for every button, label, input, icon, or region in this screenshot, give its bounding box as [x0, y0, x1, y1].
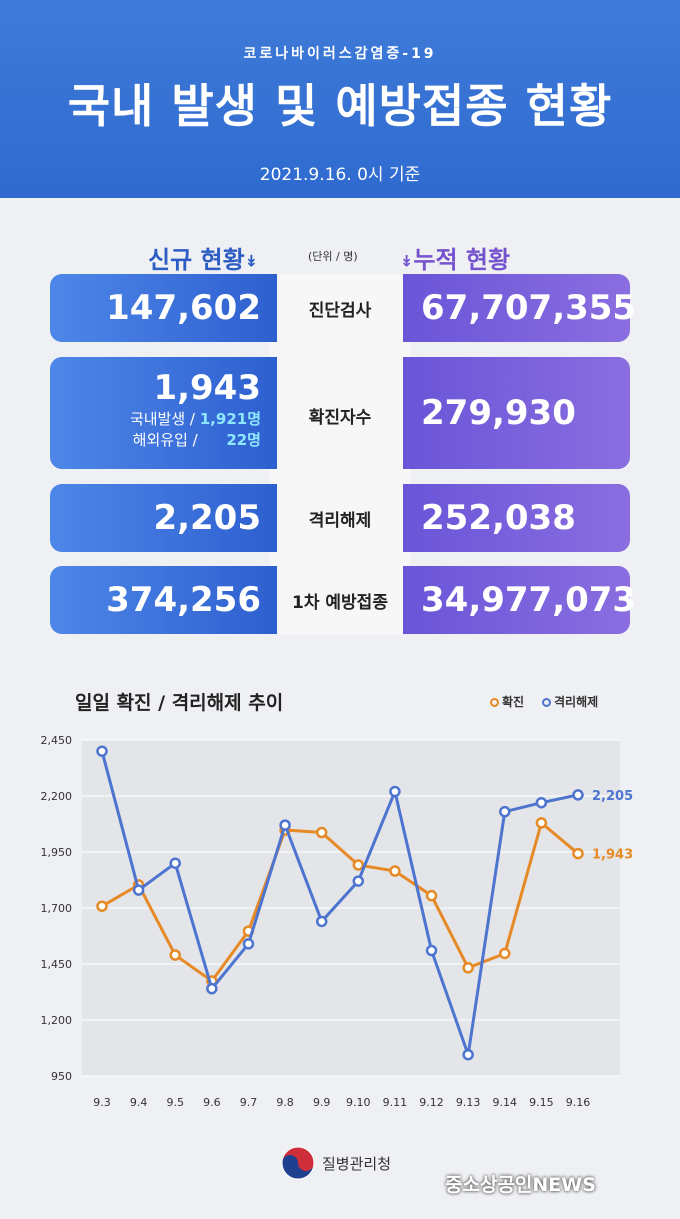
- x-tick-label: 9.14: [493, 1096, 518, 1109]
- x-tick-label: 9.16: [566, 1096, 591, 1109]
- data-point: [499, 805, 511, 818]
- y-tick-label: 950: [51, 1070, 72, 1083]
- x-tick-label: 9.11: [383, 1096, 408, 1109]
- data-point: [315, 915, 328, 928]
- header-title: 국내 발생 및 예방접종 현황: [67, 79, 613, 133]
- legend-released-label: 격리해제: [554, 695, 599, 709]
- vaccine-total-value: 34,977,073: [421, 580, 637, 620]
- x-tick-label: 9.7: [240, 1096, 258, 1109]
- tests-new-card: 147,602: [50, 274, 277, 342]
- data-point: [242, 938, 255, 950]
- data-point: [572, 789, 584, 801]
- vaccine-total-card: 34,977,073: [403, 566, 636, 634]
- header-subtitle: 코로나바이러스감염증-19: [243, 46, 437, 62]
- x-tick-label: 9.12: [419, 1096, 444, 1109]
- x-tick-label: 9.10: [346, 1096, 371, 1109]
- data-point: [279, 819, 291, 831]
- y-tick-label: 2,450: [41, 734, 73, 747]
- vaccine-new-value: 374,256: [106, 580, 261, 620]
- chevron-down-icon: ↡: [244, 251, 259, 271]
- x-tick-label: 9.6: [203, 1096, 221, 1109]
- y-tick-label: 1,200: [41, 1014, 73, 1027]
- data-point: [352, 875, 365, 887]
- tests-label: 진단검사: [308, 301, 372, 321]
- y-tick-label: 1,700: [41, 902, 73, 915]
- total-status-label: 누적 현황: [413, 246, 511, 274]
- confirmed-new-card: 1,943 국내발생 / 1,921명 해외유입 / 22명: [50, 357, 277, 469]
- legend-released-marker: [542, 698, 551, 707]
- confirmed-new-value: 1,943: [153, 368, 261, 408]
- line-chart: 2,450 2,200 1,950 1,700 1,450 1,200 950 9.3 9.4 9…: [41, 734, 634, 1109]
- y-tick-label: 1,450: [41, 958, 73, 971]
- data-point: [96, 745, 108, 757]
- series-line-confirmed: [101, 821, 579, 983]
- x-tick-label: 9.5: [166, 1096, 184, 1109]
- x-tick-label: 9.15: [529, 1096, 554, 1109]
- released-total-card: 252,038: [403, 484, 630, 552]
- data-point: [206, 982, 218, 995]
- header-banner: 코로나바이러스감염증-19 국내 발생 및 예방접종 현황 2021.9.16.…: [0, 0, 680, 198]
- vaccine-new-card: 374,256: [50, 566, 277, 634]
- data-point: [462, 962, 474, 974]
- tests-new-value: 147,602: [106, 288, 261, 328]
- x-tick-label: 9.3: [93, 1096, 111, 1109]
- data-point: [315, 826, 328, 839]
- domestic-value: 1,921명: [199, 410, 261, 428]
- x-tick-label: 9.8: [276, 1096, 294, 1109]
- data-point: [132, 884, 145, 896]
- data-point: [96, 900, 108, 912]
- data-point: [535, 796, 548, 809]
- confirmed-label: 확진자수: [308, 408, 372, 428]
- series-line-released: [100, 750, 579, 1057]
- vaccine-label: 1차 예방접종: [292, 593, 388, 613]
- tests-total-card: 67,707,355: [403, 274, 636, 342]
- data-point: [169, 857, 181, 869]
- data-point: [389, 785, 401, 798]
- confirmed-total-card: 279,930: [403, 357, 630, 469]
- domestic-label: 국내발생 /: [129, 410, 195, 428]
- released-new-value: 2,205: [153, 498, 261, 538]
- government-emblem-icon: [281, 1146, 315, 1180]
- overseas-value: 22명: [226, 431, 261, 449]
- chart-title: 일일 확진 / 격리해제 추이: [75, 692, 284, 714]
- agency-name: 질병관리청: [322, 1155, 392, 1173]
- overseas-line: 해외유입 / 22명: [50, 430, 261, 451]
- y-tick-label: 1,950: [41, 846, 73, 859]
- released-new-card: 2,205: [50, 484, 277, 552]
- data-point: [425, 944, 438, 957]
- released-total-value: 252,038: [421, 498, 576, 538]
- data-point: [535, 817, 548, 829]
- unit-label: (단위 / 명): [308, 250, 358, 263]
- legend-confirmed-marker: [490, 698, 499, 707]
- y-tick-label: 2,200: [41, 790, 73, 803]
- confirmed-total-value: 279,930: [421, 393, 576, 433]
- x-tick-label: 9.13: [456, 1096, 481, 1109]
- legend-confirmed: 확진: [490, 693, 524, 710]
- tests-total-value: 67,707,355: [421, 288, 637, 328]
- legend-confirmed-label: 확진: [502, 695, 525, 709]
- new-status-label: 신규 현황: [148, 246, 245, 274]
- data-point: [572, 847, 584, 860]
- data-point: [169, 949, 181, 961]
- label-column: [270, 274, 410, 634]
- news-watermark: 중소상공인NEWS: [445, 1174, 596, 1196]
- total-status-heading: ↡누적 현황: [400, 240, 510, 275]
- x-tick-label: 9.4: [130, 1096, 148, 1109]
- domestic-line: 국내발생 / 1,921명: [50, 409, 261, 430]
- chevron-down-icon: ↡: [400, 251, 414, 271]
- legend-released: 격리해제: [542, 693, 598, 710]
- released-label: 격리해제: [308, 511, 372, 531]
- data-point: [425, 889, 438, 902]
- header-date: 2021.9.16. 0시 기준: [259, 165, 421, 185]
- end-data-label: 2,205: [592, 789, 633, 804]
- data-point: [462, 1048, 474, 1061]
- data-point: [352, 859, 365, 871]
- x-tick-label: 9.9: [313, 1096, 331, 1109]
- overseas-label: 해외유입 /: [132, 431, 198, 449]
- data-point: [389, 865, 401, 877]
- data-point: [499, 947, 511, 960]
- new-status-heading: 신규 현황↡: [148, 240, 258, 275]
- end-data-label: 1,943: [592, 848, 633, 863]
